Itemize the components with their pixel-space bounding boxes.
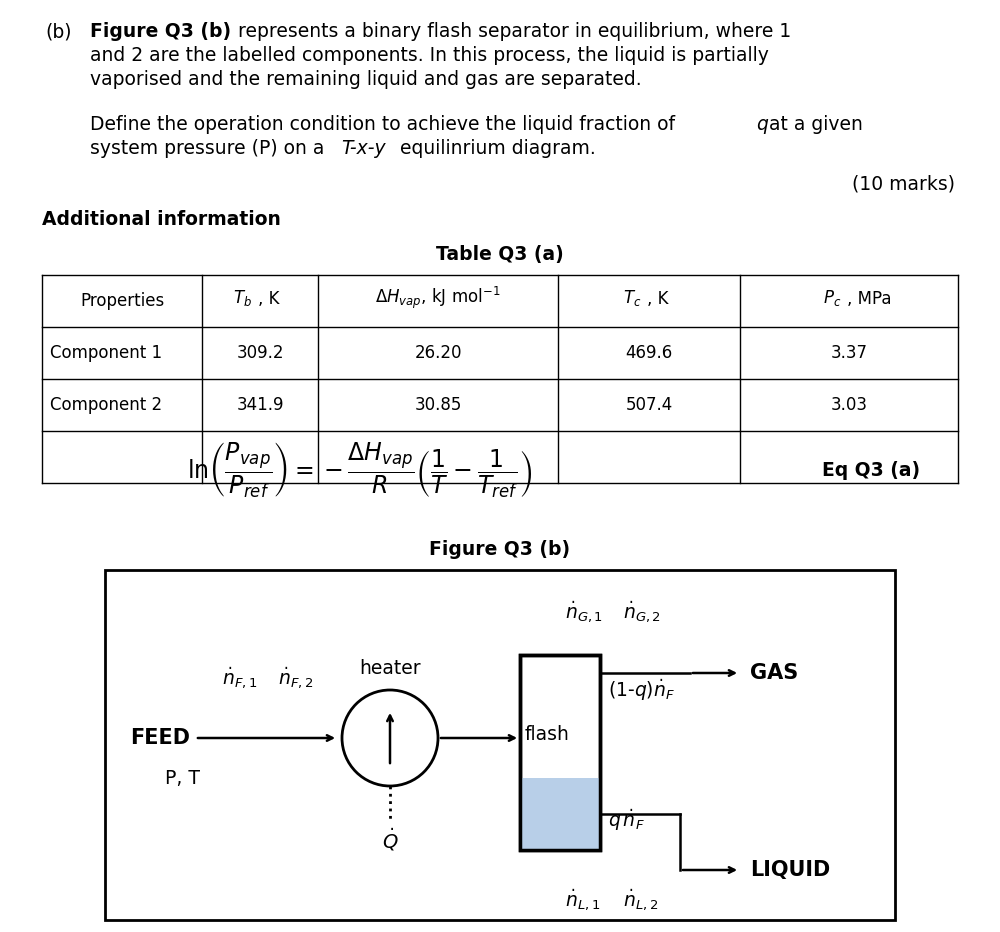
Text: $T_b$: $T_b$	[233, 288, 252, 308]
Text: 469.6: 469.6	[625, 344, 673, 362]
Text: Figure Q3 (b): Figure Q3 (b)	[429, 540, 571, 559]
Text: , K: , K	[647, 290, 668, 308]
Text: $\dot{n}_{G,1}$: $\dot{n}_{G,1}$	[565, 599, 603, 624]
Text: vaporised and the remaining liquid and gas are separated.: vaporised and the remaining liquid and g…	[90, 70, 642, 89]
Text: represents a binary flash separator in equilibrium, where 1: represents a binary flash separator in e…	[238, 22, 791, 41]
Text: (10 marks): (10 marks)	[852, 175, 955, 194]
Text: equilinrium diagram.: equilinrium diagram.	[400, 139, 596, 158]
Text: $\dot{n}_{F,2}$: $\dot{n}_{F,2}$	[278, 665, 313, 691]
Text: 341.9: 341.9	[236, 396, 284, 414]
Text: 26.20: 26.20	[414, 344, 462, 362]
Text: 3.03: 3.03	[830, 396, 868, 414]
Text: T-x-y: T-x-y	[341, 139, 386, 158]
Text: Table Q3 (a): Table Q3 (a)	[436, 245, 564, 264]
Text: Properties: Properties	[80, 292, 164, 310]
Text: 3.37: 3.37	[830, 344, 868, 362]
Text: $T_c$: $T_c$	[623, 288, 641, 308]
Text: 507.4: 507.4	[625, 396, 673, 414]
Text: (b): (b)	[45, 22, 72, 41]
Text: Additional information: Additional information	[42, 210, 281, 229]
Text: LIQUID: LIQUID	[750, 860, 830, 880]
Text: , K: , K	[258, 290, 280, 308]
Text: Component 2: Component 2	[50, 396, 162, 414]
Text: 309.2: 309.2	[236, 344, 284, 362]
Text: $\mathrm{ln}\left(\dfrac{P_{vap}}{P_{ref}}\right) = -\dfrac{\Delta H_{vap}}{R}\l: $\mathrm{ln}\left(\dfrac{P_{vap}}{P_{ref…	[187, 440, 533, 500]
Text: $\dot{n}_{L,1}$: $\dot{n}_{L,1}$	[565, 887, 600, 912]
Text: $\dot{n}_{L,2}$: $\dot{n}_{L,2}$	[623, 887, 658, 912]
Text: $\Delta H_{vap}$, kJ mol$^{-1}$: $\Delta H_{vap}$, kJ mol$^{-1}$	[375, 285, 501, 311]
Text: heater: heater	[359, 659, 421, 678]
Bar	[520, 655, 600, 850]
Text: and 2 are the labelled components. In this process, the liquid is partially: and 2 are the labelled components. In th…	[90, 46, 769, 65]
Bar	[105, 570, 895, 920]
Text: , MPa: , MPa	[847, 290, 892, 308]
Bar	[520, 655, 600, 850]
Text: flash: flash	[525, 725, 570, 744]
Text: q: q	[756, 115, 768, 134]
Text: Define the operation condition to achieve the liquid fraction of: Define the operation condition to achiev…	[90, 115, 675, 134]
Text: 30.85: 30.85	[414, 396, 462, 414]
Text: $\dot{Q}$: $\dot{Q}$	[382, 826, 398, 853]
Text: $\dot{n}_{F,1}$: $\dot{n}_{F,1}$	[222, 665, 257, 691]
Text: system pressure (P) on a: system pressure (P) on a	[90, 139, 324, 158]
Text: $P_c$: $P_c$	[823, 288, 841, 308]
Text: Component 1: Component 1	[50, 344, 162, 362]
Text: Figure Q3 (b): Figure Q3 (b)	[90, 22, 231, 41]
Text: $q\,\dot{n}_F$: $q\,\dot{n}_F$	[608, 807, 645, 833]
Text: $(1$-$q)\dot{n}_F$: $(1$-$q)\dot{n}_F$	[608, 678, 675, 703]
Text: $\dot{n}_{G,2}$: $\dot{n}_{G,2}$	[623, 599, 661, 624]
Text: P, T: P, T	[165, 769, 200, 788]
Text: at a given: at a given	[769, 115, 863, 134]
Text: Eq Q3 (a): Eq Q3 (a)	[822, 460, 920, 479]
Text: GAS: GAS	[750, 663, 798, 683]
Bar	[520, 778, 600, 850]
Text: FEED: FEED	[130, 728, 190, 748]
